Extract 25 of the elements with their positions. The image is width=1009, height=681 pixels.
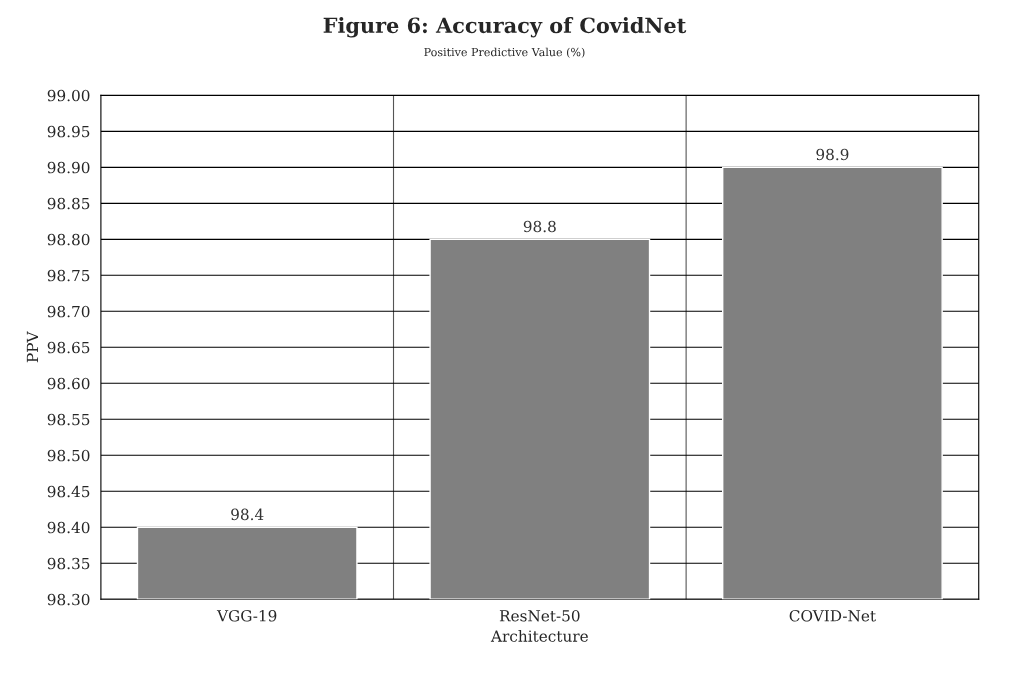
y-tick-label: 98.40	[47, 521, 90, 534]
y-tick-label: 98.90	[47, 161, 90, 174]
x-tick-label: ResNet-50	[499, 609, 580, 622]
y-tick-label: 98.85	[47, 197, 90, 210]
data-label: 98.8	[523, 220, 556, 233]
y-tick-label: 98.30	[47, 593, 90, 606]
x-axis-title: Architecture	[490, 630, 588, 642]
data-label: 98.4	[231, 508, 264, 521]
x-tick-label: VGG-19	[216, 609, 277, 622]
x-tick-label: COVID-Net	[789, 609, 876, 622]
chart-subtitle: Positive Predictive Value (%)	[424, 47, 585, 58]
y-tick-label: 98.80	[47, 233, 90, 246]
y-tick-label: 98.65	[47, 341, 90, 354]
y-tick-label: 99.00	[47, 89, 90, 102]
chart-title: Figure 6: Accuracy of CovidNet	[323, 17, 687, 38]
y-axis-title: PPV	[26, 331, 39, 363]
y-tick-label: 98.95	[47, 125, 90, 138]
y-tick-label: 98.75	[47, 269, 90, 282]
data-label: 98.9	[816, 148, 849, 161]
y-tick-label: 98.35	[47, 557, 90, 570]
y-tick-label: 98.55	[47, 413, 90, 426]
y-tick-label: 98.60	[47, 377, 90, 390]
y-tick-label: 98.50	[47, 449, 90, 462]
y-tick-label: 98.45	[47, 485, 90, 498]
y-tick-label: 98.70	[47, 305, 90, 318]
